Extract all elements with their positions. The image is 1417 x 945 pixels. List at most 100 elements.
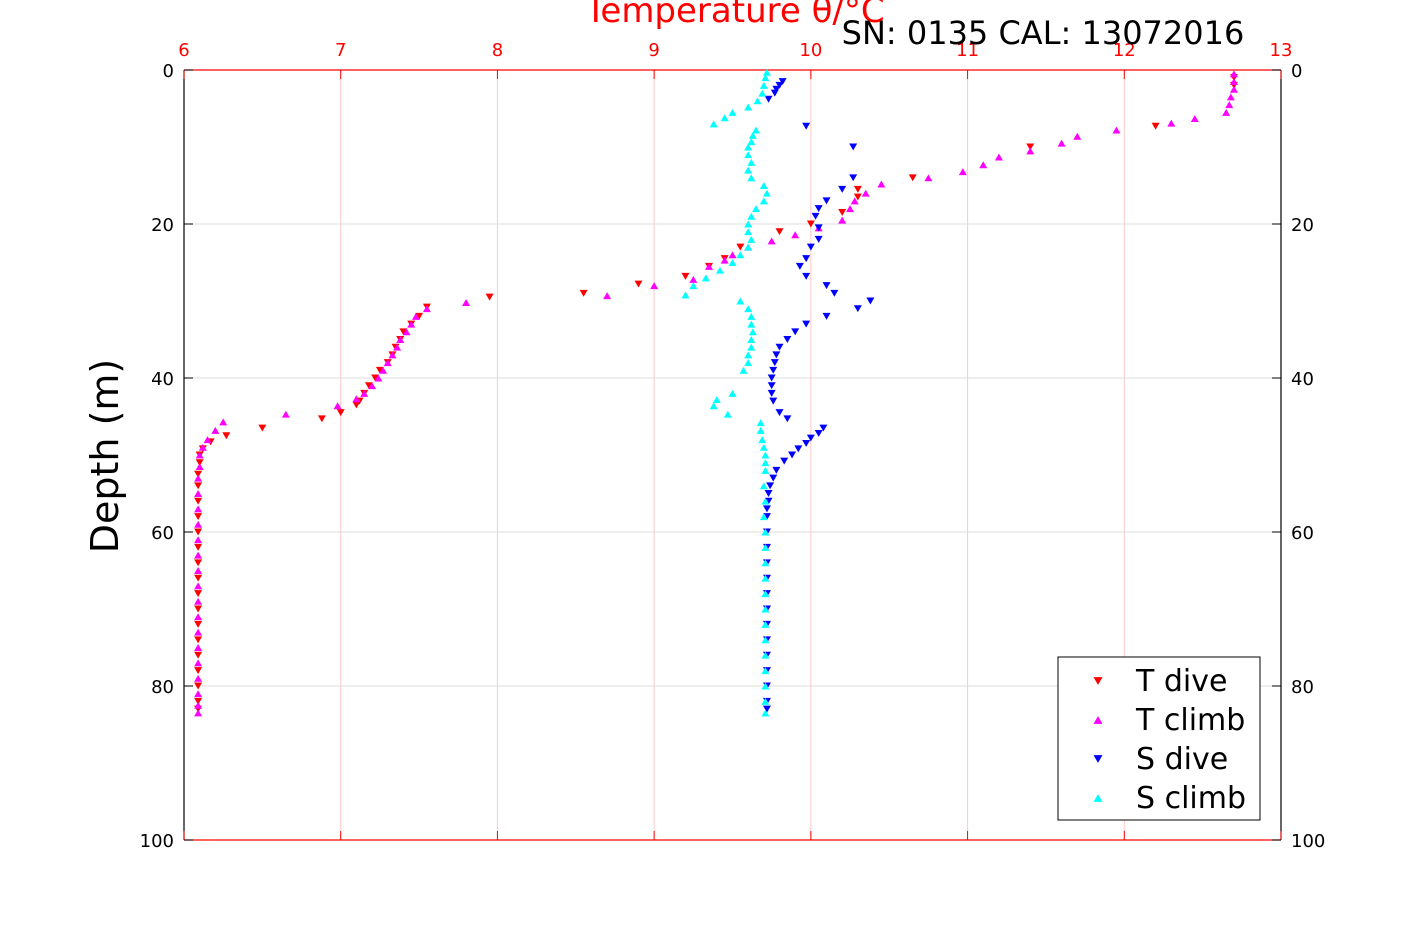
legend-label-t-dive: T dive [1135, 664, 1227, 699]
point-t-dive [485, 293, 494, 301]
data-points [194, 68, 1238, 717]
point-s-climb [761, 651, 770, 659]
point-s-climb [744, 228, 753, 236]
point-s-dive [802, 439, 811, 447]
point-t-dive [194, 470, 203, 478]
point-t-dive [194, 497, 203, 505]
point-s-climb [761, 543, 770, 551]
point-s-dive [775, 409, 784, 417]
y-tick-label-right: 0 [1291, 61, 1302, 82]
point-s-climb [753, 97, 762, 105]
point-s-climb [761, 497, 770, 505]
point-s-climb [758, 89, 767, 97]
point-s-climb [744, 359, 753, 367]
point-t-climb [728, 251, 737, 259]
point-t-climb [1167, 119, 1176, 127]
point-s-climb [728, 389, 737, 397]
point-s-dive [775, 343, 784, 351]
y-tick-label-right: 40 [1291, 369, 1314, 390]
point-t-dive [1151, 122, 1160, 130]
x-tick-label: 12 [1113, 40, 1136, 61]
point-s-dive [791, 328, 800, 336]
point-t-dive [194, 667, 203, 675]
point-s-climb [715, 266, 724, 274]
point-t-dive [194, 605, 203, 613]
chart-title: Temperature θ/°C [584, 0, 884, 31]
point-s-climb [761, 559, 770, 567]
point-t-dive [806, 220, 815, 228]
point-s-dive [769, 474, 778, 482]
point-t-dive [194, 682, 203, 690]
point-s-climb [728, 259, 737, 266]
point-s-climb [681, 291, 690, 299]
point-t-dive [336, 409, 345, 417]
point-s-dive [853, 305, 862, 313]
point-t-climb [194, 490, 203, 497]
x-tick-label: 10 [799, 40, 822, 61]
legend-marker-s-dive [1093, 755, 1103, 763]
point-t-climb [194, 505, 203, 513]
point-s-climb [747, 212, 756, 220]
point-t-climb [422, 305, 431, 313]
point-t-climb [195, 463, 204, 471]
point-s-climb [723, 410, 732, 418]
point-s-dive [811, 212, 820, 220]
point-t-climb [850, 197, 859, 205]
point-t-climb [689, 275, 698, 283]
point-s-climb [752, 205, 761, 213]
point-s-climb [759, 482, 768, 490]
point-s-climb [747, 138, 756, 146]
x-tick-label: 11 [956, 40, 979, 61]
point-s-climb [761, 605, 770, 613]
point-t-dive [222, 432, 231, 440]
point-s-climb [744, 243, 753, 251]
point-t-climb [379, 366, 388, 374]
point-s-climb [761, 636, 770, 644]
point-t-climb [1112, 126, 1121, 134]
point-s-dive [806, 434, 815, 442]
legend-marker-s-climb [1093, 794, 1103, 802]
legend-marker-t-climb [1093, 716, 1103, 724]
point-t-dive [736, 243, 745, 251]
point-t-climb [194, 674, 203, 682]
point-s-dive [770, 89, 779, 97]
point-t-dive [194, 590, 203, 598]
point-t-climb [1190, 115, 1199, 122]
point-s-dive [780, 457, 789, 465]
legend: T dive T climb S dive S climb [1057, 656, 1261, 821]
point-s-dive [762, 513, 771, 521]
point-s-dive [764, 490, 773, 497]
point-t-climb [861, 189, 870, 197]
point-s-climb [761, 709, 770, 717]
point-s-dive [795, 262, 804, 270]
point-t-climb [402, 328, 411, 336]
point-t-dive [634, 280, 643, 288]
point-s-climb [756, 426, 765, 434]
point-s-dive [769, 366, 778, 374]
point-s-dive [770, 359, 779, 367]
point-t-climb [333, 402, 342, 410]
point-t-climb [194, 709, 203, 717]
point-s-climb [748, 131, 757, 139]
point-s-dive [822, 282, 831, 290]
point-s-climb [728, 108, 737, 116]
point-t-climb [924, 174, 933, 182]
point-t-dive [775, 228, 784, 236]
point-s-climb [761, 590, 770, 598]
point-s-dive [814, 205, 823, 213]
legend-label-t-climb: T climb [1135, 703, 1245, 738]
point-s-climb [759, 81, 768, 89]
point-t-climb [194, 701, 203, 709]
point-s-climb [752, 126, 761, 134]
point-s-dive [830, 289, 839, 297]
point-s-climb [736, 297, 745, 305]
point-s-dive [866, 297, 875, 305]
point-t-climb [194, 659, 203, 667]
point-t-climb [194, 628, 203, 636]
point-s-climb [762, 68, 771, 76]
point-s-climb [759, 197, 768, 205]
point-s-dive [814, 224, 823, 232]
point-s-climb [747, 158, 756, 166]
point-s-dive [778, 78, 787, 86]
point-t-climb [194, 597, 203, 605]
